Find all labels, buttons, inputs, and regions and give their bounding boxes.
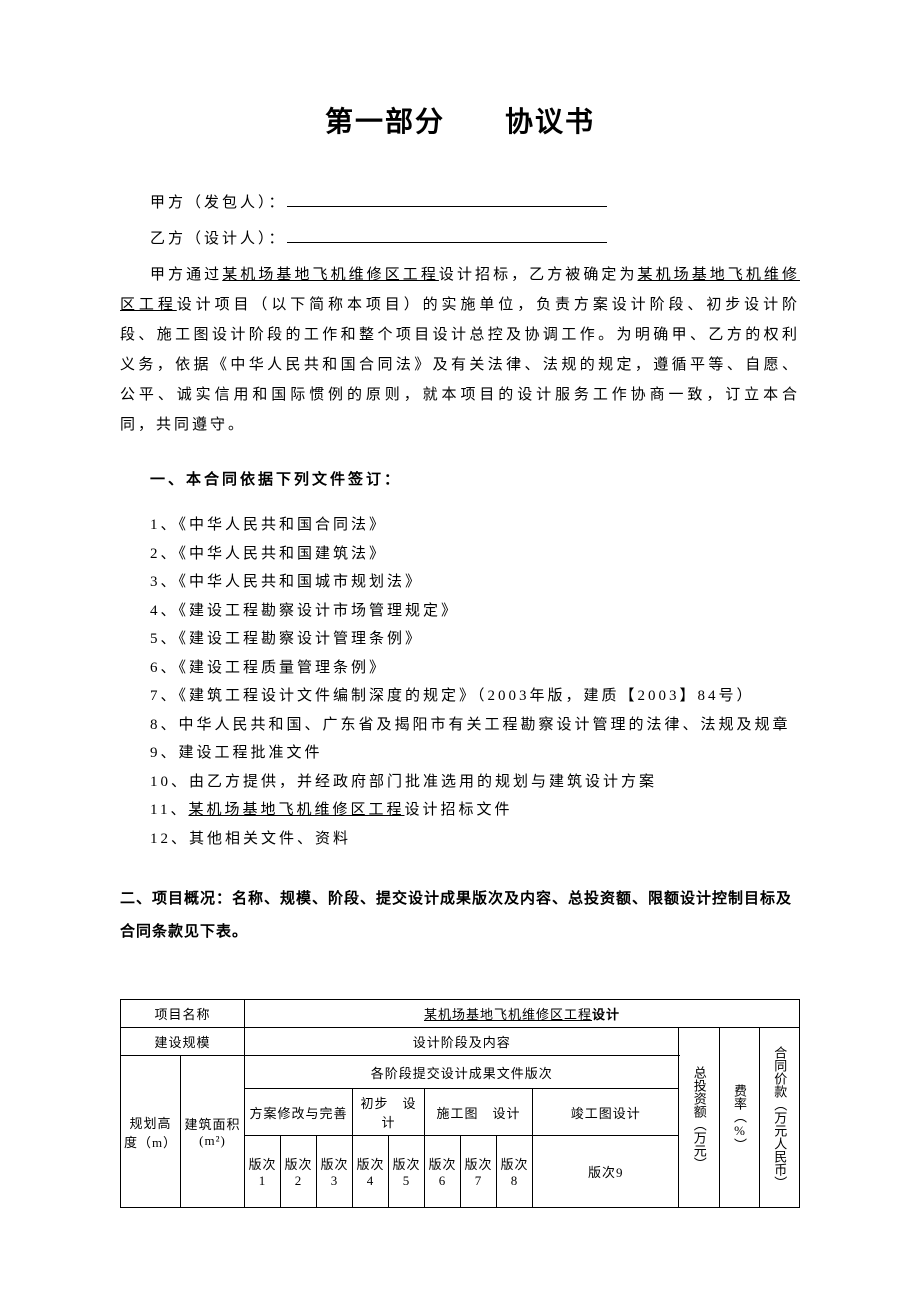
list-item: 12、其他相关文件、资料: [120, 825, 800, 854]
cell-project-name-value: 某机场基地飞机维修区工程设计: [245, 1000, 800, 1028]
cell-stage-content: 设计阶段及内容: [245, 1028, 679, 1056]
table-row: 项目名称 某机场基地飞机维修区工程设计: [121, 1000, 800, 1028]
cell-version: 版次3: [317, 1136, 353, 1208]
list-item: 4、《建设工程勘察设计市场管理规定》: [120, 597, 800, 626]
intro-seg-3: 设计项目（以下简称本项目）的实施单位，负责方案设计阶段、初步设计阶段、施工图设计…: [120, 297, 800, 433]
party-b-row: 乙方（设计人）：: [120, 224, 800, 254]
intro-paragraph: 甲方通过某机场基地飞机维修区工程设计招标，乙方被确定为某机场基地飞机维修区工程设…: [120, 260, 800, 440]
intro-seg-1: 甲方通过: [150, 267, 222, 283]
intro-seg-2: 设计招标，乙方被确定为: [439, 267, 638, 283]
item11-underline: 某机场基地飞机维修区工程: [188, 802, 404, 818]
cell-version: 版次6: [425, 1136, 461, 1208]
cell-project-name-label: 项目名称: [121, 1000, 245, 1028]
cell-version: 版次5: [389, 1136, 425, 1208]
cell-version: 版次9: [533, 1136, 679, 1208]
item11-b: 设计招标文件: [404, 802, 512, 818]
cell-version: 版次7: [461, 1136, 497, 1208]
item11-a: 11、: [150, 802, 188, 818]
proj-name-bold: 设计: [592, 1007, 620, 1022]
group-prelim: 初步 设计: [353, 1089, 425, 1136]
col-contract-price: 合同价款（万元人民币）: [759, 1028, 799, 1208]
list-item: 5、《建设工程勘察设计管理条例》: [120, 625, 800, 654]
cell-versions-header: 各阶段提交设计成果文件版次: [245, 1056, 679, 1089]
list-item: 10、由乙方提供，并经政府部门批准选用的规划与建筑设计方案: [120, 768, 800, 797]
list-item-11: 11、某机场基地飞机维修区工程设计招标文件: [120, 796, 800, 825]
party-a-label: 甲方（发包人）：: [150, 195, 287, 211]
cell-version: 版次8: [497, 1136, 533, 1208]
intro-underline-1: 某机场基地飞机维修区工程: [222, 267, 439, 283]
section-1-heading: 一、本合同依据下列文件签订：: [120, 468, 800, 489]
col-total-investment: 总投资额（万元）: [679, 1028, 719, 1208]
list-item: 2、《中华人民共和国建筑法》: [120, 540, 800, 569]
cell-version: 版次2: [281, 1136, 317, 1208]
party-a-row: 甲方（发包人）：: [120, 188, 800, 218]
group-scheme: 方案修改与完善: [245, 1089, 353, 1136]
table-row: 建设规模 设计阶段及内容 总投资额（万元） 费率（%） 合同价款（万元人民币）: [121, 1028, 800, 1056]
list-item: 3、《中华人民共和国城市规划法》: [120, 568, 800, 597]
party-b-label: 乙方（设计人）：: [150, 231, 287, 247]
col-building-area: 建筑面积(m²): [181, 1056, 245, 1208]
col-plan-height: 规划高度（m）: [121, 1056, 181, 1208]
project-table: 项目名称 某机场基地飞机维修区工程设计 建设规模 设计阶段及内容 总投资额（万元…: [120, 999, 800, 1208]
list-item: 8、中华人民共和国、广东省及揭阳市有关工程勘察设计管理的法律、法规及规章: [120, 711, 800, 740]
page-title: 第一部分 协议书: [120, 100, 800, 140]
cell-scale-label: 建设规模: [121, 1028, 245, 1056]
cell-version: 版次1: [245, 1136, 281, 1208]
list-item: 9、建设工程批准文件: [120, 739, 800, 768]
cell-version: 版次4: [353, 1136, 389, 1208]
list-item: 1、《中华人民共和国合同法》: [120, 511, 800, 540]
section-2-heading: 二、项目概况：名称、规模、阶段、提交设计成果版次及内容、总投资额、限额设计控制目…: [120, 883, 800, 949]
col-fee-rate: 费率（%）: [719, 1028, 759, 1208]
group-asbuilt: 竣工图设计: [533, 1089, 679, 1136]
proj-name-underline: 某机场基地飞机维修区工程: [424, 1007, 592, 1022]
group-construction: 施工图 设计: [425, 1089, 533, 1136]
list-item: 7、《建筑工程设计文件编制深度的规定》（2003年版，建质【2003】84号）: [120, 682, 800, 711]
party-b-blank: [287, 242, 607, 243]
party-a-blank: [287, 206, 607, 207]
basis-list: 1、《中华人民共和国合同法》 2、《中华人民共和国建筑法》 3、《中华人民共和国…: [120, 511, 800, 853]
list-item: 6、《建设工程质量管理条例》: [120, 654, 800, 683]
